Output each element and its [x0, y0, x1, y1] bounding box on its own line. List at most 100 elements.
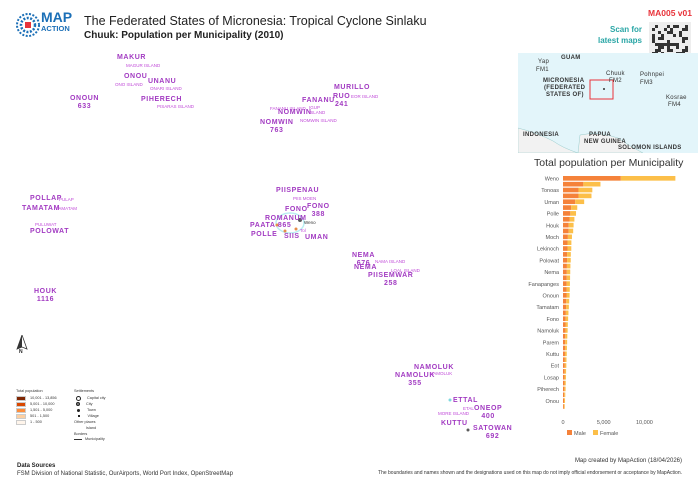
bar-male: [563, 199, 576, 205]
island-label: ONO ISLAND: [115, 82, 143, 87]
bar-female: [568, 228, 574, 234]
bar-female: [564, 357, 567, 362]
municipality-label-fono-2: FONO 388: [307, 203, 330, 218]
inset-label-indonesia: INDONESIA: [523, 132, 560, 138]
legend-swatch: [16, 401, 26, 407]
category-label: Tamatam: [536, 305, 559, 311]
bar-female: [564, 380, 566, 386]
map-subtitle: Chuuk: Population per Municipality (2010…: [84, 30, 284, 41]
municipality-label-nema-1: NEMA 676: [352, 252, 376, 267]
scan-text: Scan for latest maps: [598, 24, 642, 46]
bar-female: [565, 339, 568, 345]
municipality-label-unanu: UNANU: [148, 78, 177, 85]
bar-female: [564, 386, 566, 392]
bar-male: [563, 176, 621, 181]
bar-female: [567, 234, 572, 240]
legend-capital: Capital city: [74, 395, 106, 401]
inset-label-fm1: FM1: [536, 67, 549, 73]
inset-label-new-guinea: NEW GUINEA: [584, 139, 626, 145]
inset-label-fm4: FM4: [668, 102, 681, 108]
municipality-label-namoluk-2: NAMOLUK 355: [395, 372, 435, 387]
inset-label-fm2: FM2: [609, 78, 622, 84]
bar-male: [563, 304, 567, 310]
category-label: Onou: [546, 399, 559, 405]
island-label: LOAL ISLAND: [391, 268, 420, 273]
chuuk-lagoon: [275, 212, 305, 234]
bar-female: [583, 181, 601, 187]
island-label: NAMA ISLAND: [375, 259, 406, 264]
bar-female: [566, 293, 570, 298]
municipality-label-fananu: FANANU: [302, 97, 335, 104]
bar-male: [563, 205, 572, 210]
category-label: Polle: [547, 212, 559, 218]
municipality-label-piherech: PIHERECH: [141, 96, 182, 103]
bar-male: [563, 234, 568, 240]
legend-class: 1 - 500: [16, 419, 57, 425]
legend-class-label: 501 - 1,500: [30, 414, 50, 418]
bar-female: [564, 363, 567, 368]
bar-male: [563, 310, 566, 316]
bar-female: [566, 269, 571, 275]
inset-label-micronesia: MICRONESIA: [543, 78, 585, 84]
map-title: The Federated States of Micronesia: Trop…: [84, 14, 427, 28]
north-arrow-icon: N: [16, 333, 28, 357]
inset-label-kosrae: Kosrae: [666, 95, 687, 101]
bar-female: [566, 304, 569, 310]
municipality-label-onou: ONOU: [124, 73, 148, 80]
bar-female: [565, 310, 569, 316]
border-line-icon: [74, 438, 82, 440]
legend-label-male: Male: [574, 431, 586, 437]
bar-female: [566, 275, 571, 281]
island-label: FANANU ISLAND: [270, 106, 306, 111]
island-label: EOR ISLAND: [351, 94, 379, 99]
municipality-label-satowan: SATOWAN 692: [473, 425, 513, 440]
bar-male: [563, 252, 568, 257]
city-icon: [76, 402, 80, 406]
inset-map[interactable]: GUAM Yap FM1 MICRONESIA (FEDERATED STATE…: [518, 53, 698, 153]
municipality-label-onoun: ONOUN 633: [70, 95, 100, 110]
legend-town: Town: [74, 407, 106, 413]
island-label: NOMWIN ISLAND: [300, 118, 337, 123]
bar-male: [563, 369, 565, 374]
municipality-label-makur: MAKUR: [117, 54, 147, 61]
logo-line2: ACTION: [41, 24, 70, 33]
bar-female: [565, 333, 568, 339]
bar-female: [567, 240, 572, 245]
bar-male: [563, 216, 570, 222]
inset-label-yap: Yap: [538, 59, 550, 65]
main-map[interactable]: MAKUR MAGUR ISLAND ONOU ONO ISLAND UNANU…: [0, 45, 512, 455]
weno-capital: [298, 218, 302, 222]
bar-male: [563, 222, 569, 228]
north-label: N: [19, 349, 23, 355]
bar-male: [563, 404, 564, 409]
island-label: MORE ISLAND: [438, 411, 470, 416]
bar-male: [563, 281, 567, 286]
legend-municipality: Municipality: [74, 437, 105, 441]
municipality-label-fono-1: FONO: [285, 206, 308, 213]
legend-class-label: 5,001 - 10,000: [30, 402, 55, 406]
inset-label-guam: GUAM: [561, 55, 581, 61]
inset-label-solomon: SOLOMON ISLANDS: [618, 145, 682, 151]
bar-male: [563, 181, 584, 187]
category-label: Namoluk: [537, 329, 559, 335]
island-label: NAMOLUK: [430, 371, 453, 376]
bar-female: [566, 298, 570, 304]
inset-label-chuuk: Chuuk: [606, 71, 625, 77]
other-places-title: Other places: [74, 420, 96, 424]
bar-male: [563, 386, 565, 392]
bar-male: [563, 246, 568, 251]
island-label: ISLAND: [309, 110, 326, 115]
bar-female: [568, 222, 574, 228]
island-label: PULUWAT: [35, 222, 57, 227]
municipality-label-murillo: MURILLO: [334, 84, 371, 91]
inset-label-papua: PAPUA: [589, 132, 612, 138]
legend-class-label: 1 - 500: [30, 420, 42, 424]
municipality-label-ruo: RUO 241: [333, 93, 351, 108]
map-features: [275, 212, 470, 432]
bar-male: [563, 351, 565, 357]
inset-features: [518, 79, 644, 153]
bar-male: [563, 193, 579, 199]
legend-swatch-female: [593, 430, 598, 435]
legend-class: 1,501 - 5,000: [16, 407, 57, 413]
bar-female: [564, 374, 566, 380]
